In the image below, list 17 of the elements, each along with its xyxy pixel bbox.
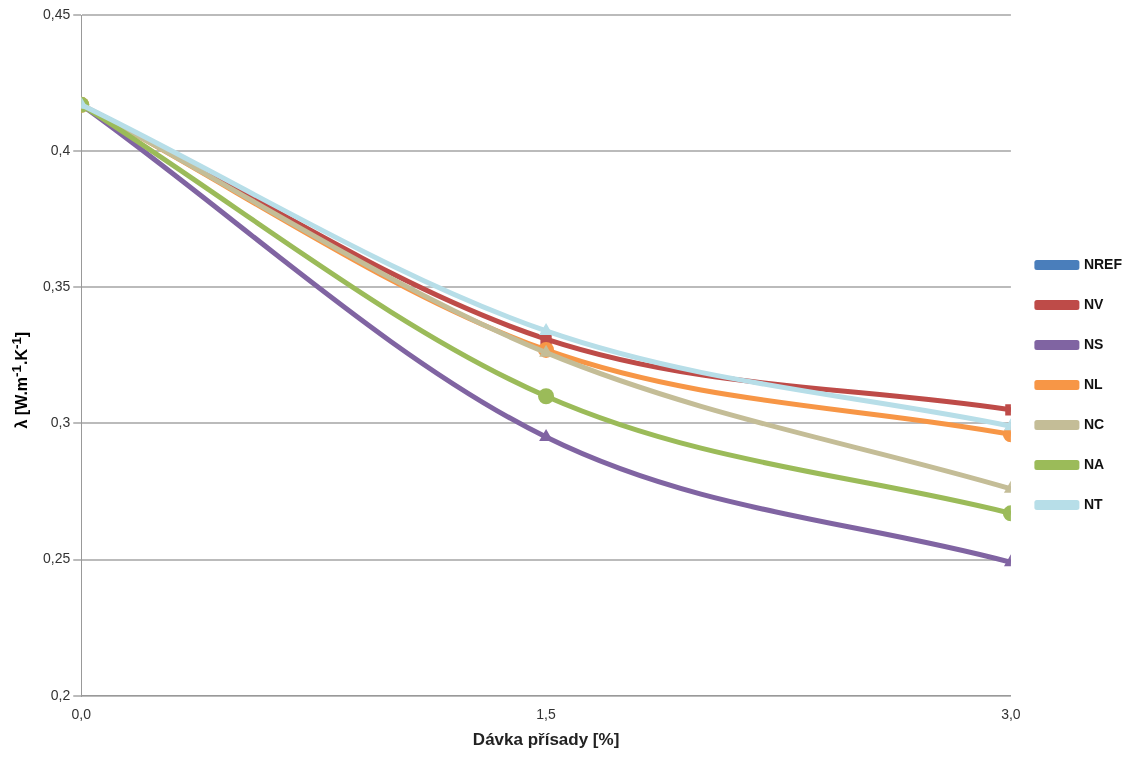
x-tick-label: 1,5 xyxy=(536,706,557,723)
y-tick-label: 0,35 xyxy=(43,278,71,295)
x-axis-title: Dávka přísady [%] xyxy=(472,730,620,750)
legend-label: NT xyxy=(1083,495,1103,512)
legend-label: NREF xyxy=(1083,255,1123,272)
y-tick-label: 0,45 xyxy=(43,5,71,22)
x-tick-label: 3,0 xyxy=(1001,706,1021,723)
legend-label: NA xyxy=(1083,455,1105,472)
legend-label: NC xyxy=(1083,415,1105,432)
y-tick-label: 0,3 xyxy=(50,414,71,431)
legend-label: NS xyxy=(1083,335,1104,352)
x-tick-label: 0,0 xyxy=(71,706,92,723)
y-tick-label: 0,25 xyxy=(43,550,71,567)
legend-label: NV xyxy=(1083,295,1104,312)
y-tick-label: 0,2 xyxy=(50,686,71,703)
legend-label: NL xyxy=(1083,375,1103,392)
y-tick-label: 0,4 xyxy=(50,142,71,159)
